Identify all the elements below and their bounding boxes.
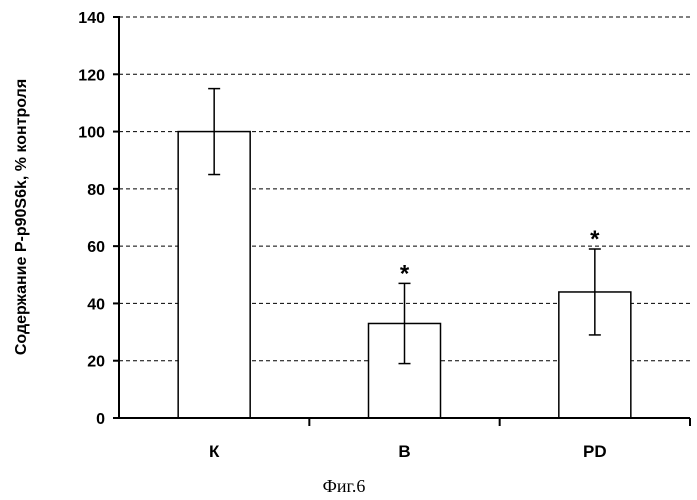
x-tick-label: PD xyxy=(583,442,607,461)
figure-caption: Фиг.6 xyxy=(323,476,366,496)
x-tick-label: В xyxy=(398,442,410,461)
y-tick-label: 100 xyxy=(78,125,105,142)
x-tick-label: К xyxy=(209,442,220,461)
error-bars xyxy=(208,89,601,364)
significance-markers: ** xyxy=(400,226,600,287)
y-tick-label: 20 xyxy=(87,354,105,371)
y-axis-label: Содержание P-p90S6k, % контроля xyxy=(13,79,30,355)
y-tick-labels: 0 20 40 60 80 100 120 140 xyxy=(78,10,119,428)
significance-star: * xyxy=(590,226,600,253)
x-tick-labels: К В PD xyxy=(209,418,690,461)
y-tick-label: 80 xyxy=(87,182,105,199)
y-tick-label: 140 xyxy=(78,10,105,27)
y-tick-label: 40 xyxy=(87,296,105,313)
y-tick-label: 60 xyxy=(87,239,105,256)
y-tick-label: 120 xyxy=(78,67,105,84)
y-tick-label: 0 xyxy=(96,411,105,428)
significance-star: * xyxy=(400,260,410,287)
